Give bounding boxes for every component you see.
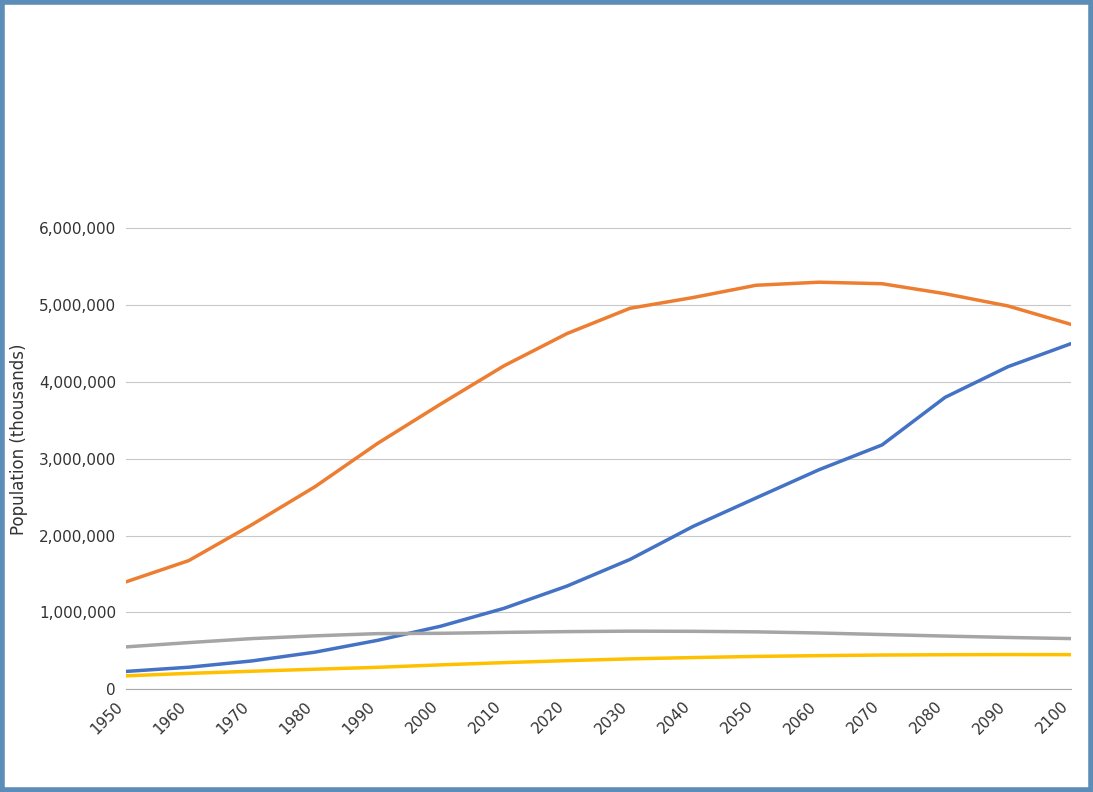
North America [434,660,447,669]
Asia [497,361,510,371]
North America [623,654,636,664]
Europe [939,631,952,641]
North America [875,650,889,660]
Asia [245,520,258,530]
Asia [939,289,952,299]
Europe [497,627,510,637]
Europe [875,630,889,639]
Text: Figure 2. Population Estimates and Projections by: Figure 2. Population Estimates and Proje… [27,50,969,82]
Line: Europe: Europe [126,631,1071,647]
Europe [372,629,385,638]
Europe [812,628,825,638]
North America [686,653,700,662]
Africa [812,465,825,474]
Asia [372,439,385,448]
Africa [561,581,574,591]
Asia [308,482,321,492]
Europe [1001,633,1014,642]
Line: Asia: Asia [126,282,1071,582]
Asia [750,280,763,290]
Asia [1065,320,1078,329]
Africa [623,554,636,564]
Africa [750,493,763,503]
Asia [686,293,700,303]
Line: Africa: Africa [126,344,1071,672]
Europe [183,638,196,647]
Line: North America: North America [126,654,1071,676]
Europe [245,634,258,643]
Europe [561,627,574,637]
Asia [561,329,574,338]
Asia [434,399,447,409]
Africa [372,635,385,645]
Europe [308,631,321,641]
Africa [1001,362,1014,371]
North America [119,671,132,680]
Europe [750,627,763,637]
North America [308,664,321,674]
Africa [939,393,952,402]
Europe [686,626,700,636]
Africa [119,667,132,676]
Y-axis label: Population (thousands): Population (thousands) [10,344,27,535]
North America [245,667,258,676]
Asia [1001,301,1014,310]
Africa [434,622,447,631]
Africa [1065,339,1078,348]
North America [497,658,510,668]
North America [939,650,952,660]
Africa [183,662,196,672]
North America [750,652,763,661]
Africa [875,440,889,450]
Asia [183,556,196,565]
Africa [308,647,321,657]
Europe [623,626,636,636]
Africa [245,657,258,666]
Text: Region, 1950-2100: Region, 1950-2100 [27,114,381,147]
North America [561,656,574,665]
North America [183,668,196,678]
North America [1001,649,1014,659]
Asia [119,577,132,587]
Legend: Africa, Asia, Europe, North America: Africa, Asia, Europe, North America [320,787,877,792]
Asia [812,277,825,287]
Asia [875,279,889,288]
North America [812,651,825,661]
Africa [686,522,700,531]
Europe [119,642,132,652]
North America [1065,650,1078,660]
Africa [497,604,510,613]
Europe [1065,634,1078,643]
Asia [623,303,636,313]
Europe [434,629,447,638]
North America [372,663,385,672]
